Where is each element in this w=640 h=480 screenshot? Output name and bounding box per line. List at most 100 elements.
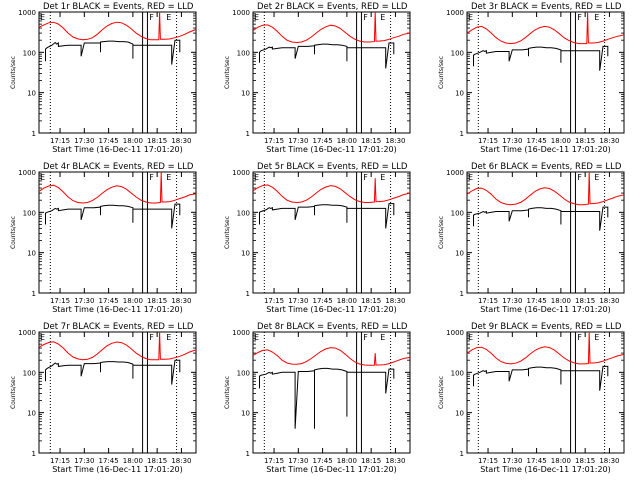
- x-tick-label: 17:45: [99, 297, 119, 305]
- x-tick-label: 18:00: [123, 137, 143, 145]
- x-tick-label: 18:15: [147, 457, 167, 465]
- x-tick-label: 18:00: [337, 457, 357, 465]
- y-tick-label: 1000: [18, 9, 36, 17]
- panel-title: Det 8r BLACK = Events, RED = LLD: [257, 322, 408, 332]
- y-tick-label: 100: [451, 209, 464, 217]
- interval-marker-label: E: [468, 173, 473, 182]
- x-tick-label: 18:30: [171, 457, 191, 465]
- x-tick-label: 18:00: [337, 137, 357, 145]
- y-tick-label: 10: [27, 410, 36, 418]
- y-axis-label: Counts/sec: [10, 376, 17, 409]
- x-tick-label: 17:30: [502, 457, 522, 465]
- x-tick-label: 18:15: [361, 457, 381, 465]
- x-tick-label: 17:45: [527, 457, 547, 465]
- panel-title: Det 6r BLACK = Events, RED = LLD: [471, 162, 622, 172]
- y-axis-label: Counts/sec: [438, 376, 445, 409]
- x-tick-label: 18:00: [123, 297, 143, 305]
- interval-marker-label: E: [468, 333, 473, 342]
- y-tick-label: 1: [460, 450, 464, 458]
- x-tick-label: 18:00: [551, 297, 571, 305]
- x-tick-label: 17:30: [288, 457, 308, 465]
- x-tick-label: 18:00: [551, 457, 571, 465]
- x-tick-label: 17:15: [478, 297, 498, 305]
- interval-marker-label: E: [594, 333, 599, 342]
- series-line-lld: [39, 12, 196, 41]
- panel-title: Det 9r BLACK = Events, RED = LLD: [471, 322, 622, 332]
- x-axis-label: Start Time (16-Dec-11 17:01:20): [52, 305, 183, 314]
- interval-marker-label: F: [577, 13, 582, 22]
- x-tick-label: 18:15: [361, 297, 381, 305]
- interval-marker-label: F: [363, 333, 368, 342]
- interval-marker-label: F: [363, 13, 368, 22]
- series-line-events: [45, 39, 181, 65]
- interval-marker-label: E: [380, 173, 385, 182]
- x-tick-label: 18:30: [599, 137, 619, 145]
- panel-title: Det 5r BLACK = Events, RED = LLD: [257, 162, 408, 172]
- interval-marker-label: E: [254, 333, 259, 342]
- y-axis-label: Counts/sec: [224, 56, 231, 89]
- x-tick-label: 17:30: [502, 297, 522, 305]
- y-tick-label: 10: [241, 90, 250, 98]
- series-line-events: [45, 203, 181, 229]
- y-tick-label: 10: [455, 410, 464, 418]
- x-axis-label: Start Time (16-Dec-11 17:01:20): [52, 465, 183, 474]
- panel-title: Det 7r BLACK = Events, RED = LLD: [43, 322, 194, 332]
- panel-det6: Det 6r BLACK = Events, RED = LLD Counts/s…: [438, 162, 625, 314]
- y-tick-label: 100: [451, 369, 464, 377]
- y-tick-label: 10: [27, 250, 36, 258]
- series-line-lld: [467, 12, 624, 45]
- y-tick-label: 1: [32, 130, 36, 138]
- interval-marker-label: E: [380, 333, 385, 342]
- series-line-lld: [467, 332, 624, 365]
- interval-marker-label: E: [166, 173, 171, 182]
- interval-marker-label: E: [380, 13, 385, 22]
- plot-frame: [38, 11, 197, 134]
- x-tick-label: 18:00: [551, 137, 571, 145]
- panel-title: Det 2r BLACK = Events, RED = LLD: [257, 2, 408, 12]
- x-tick-label: 17:45: [313, 137, 333, 145]
- y-tick-label: 100: [237, 209, 250, 217]
- x-tick-label: 17:45: [527, 297, 547, 305]
- x-tick-label: 17:30: [74, 297, 94, 305]
- interval-marker-label: E: [40, 333, 45, 342]
- x-tick-label: 18:15: [147, 297, 167, 305]
- plot-frame: [466, 171, 625, 294]
- panel-det9: Det 9r BLACK = Events, RED = LLD Counts/s…: [438, 322, 625, 474]
- series-line-lld: [467, 172, 624, 206]
- interval-marker-label: E: [594, 13, 599, 22]
- panel-det5: Det 5r BLACK = Events, RED = LLD Counts/s…: [224, 162, 411, 314]
- y-tick-label: 100: [237, 369, 250, 377]
- x-tick-label: 17:15: [264, 297, 284, 305]
- x-tick-label: 18:00: [337, 297, 357, 305]
- interval-marker-label: E: [40, 173, 45, 182]
- interval-marker-label: F: [149, 333, 154, 342]
- y-tick-label: 10: [241, 250, 250, 258]
- y-tick-label: 100: [23, 209, 36, 217]
- x-tick-label: 17:45: [313, 297, 333, 305]
- interval-marker-label: F: [577, 333, 582, 342]
- panel-det8: Det 8r BLACK = Events, RED = LLD Counts/s…: [224, 322, 411, 474]
- interval-marker-label: E: [254, 13, 259, 22]
- panel-det4: Det 4r BLACK = Events, RED = LLD Counts/s…: [10, 162, 197, 314]
- y-axis-label: Counts/sec: [224, 376, 231, 409]
- x-tick-label: 18:30: [385, 297, 405, 305]
- x-tick-label: 18:30: [599, 297, 619, 305]
- x-tick-label: 17:30: [74, 137, 94, 145]
- y-tick-label: 1000: [18, 169, 36, 177]
- x-tick-label: 17:15: [264, 457, 284, 465]
- y-tick-label: 1: [246, 290, 250, 298]
- x-axis-label: Start Time (16-Dec-11 17:01:20): [266, 465, 397, 474]
- y-tick-label: 1000: [446, 169, 464, 177]
- y-tick-label: 1: [460, 290, 464, 298]
- y-tick-label: 1000: [446, 9, 464, 17]
- plot-frame: [466, 331, 625, 454]
- x-tick-label: 17:45: [99, 137, 119, 145]
- interval-marker-label: E: [468, 13, 473, 22]
- interval-marker-label: F: [149, 173, 154, 182]
- x-tick-label: 18:15: [575, 457, 595, 465]
- y-tick-label: 1: [32, 450, 36, 458]
- interval-marker-label: E: [254, 173, 259, 182]
- x-tick-label: 18:30: [171, 297, 191, 305]
- panel-title: Det 3r BLACK = Events, RED = LLD: [471, 2, 622, 12]
